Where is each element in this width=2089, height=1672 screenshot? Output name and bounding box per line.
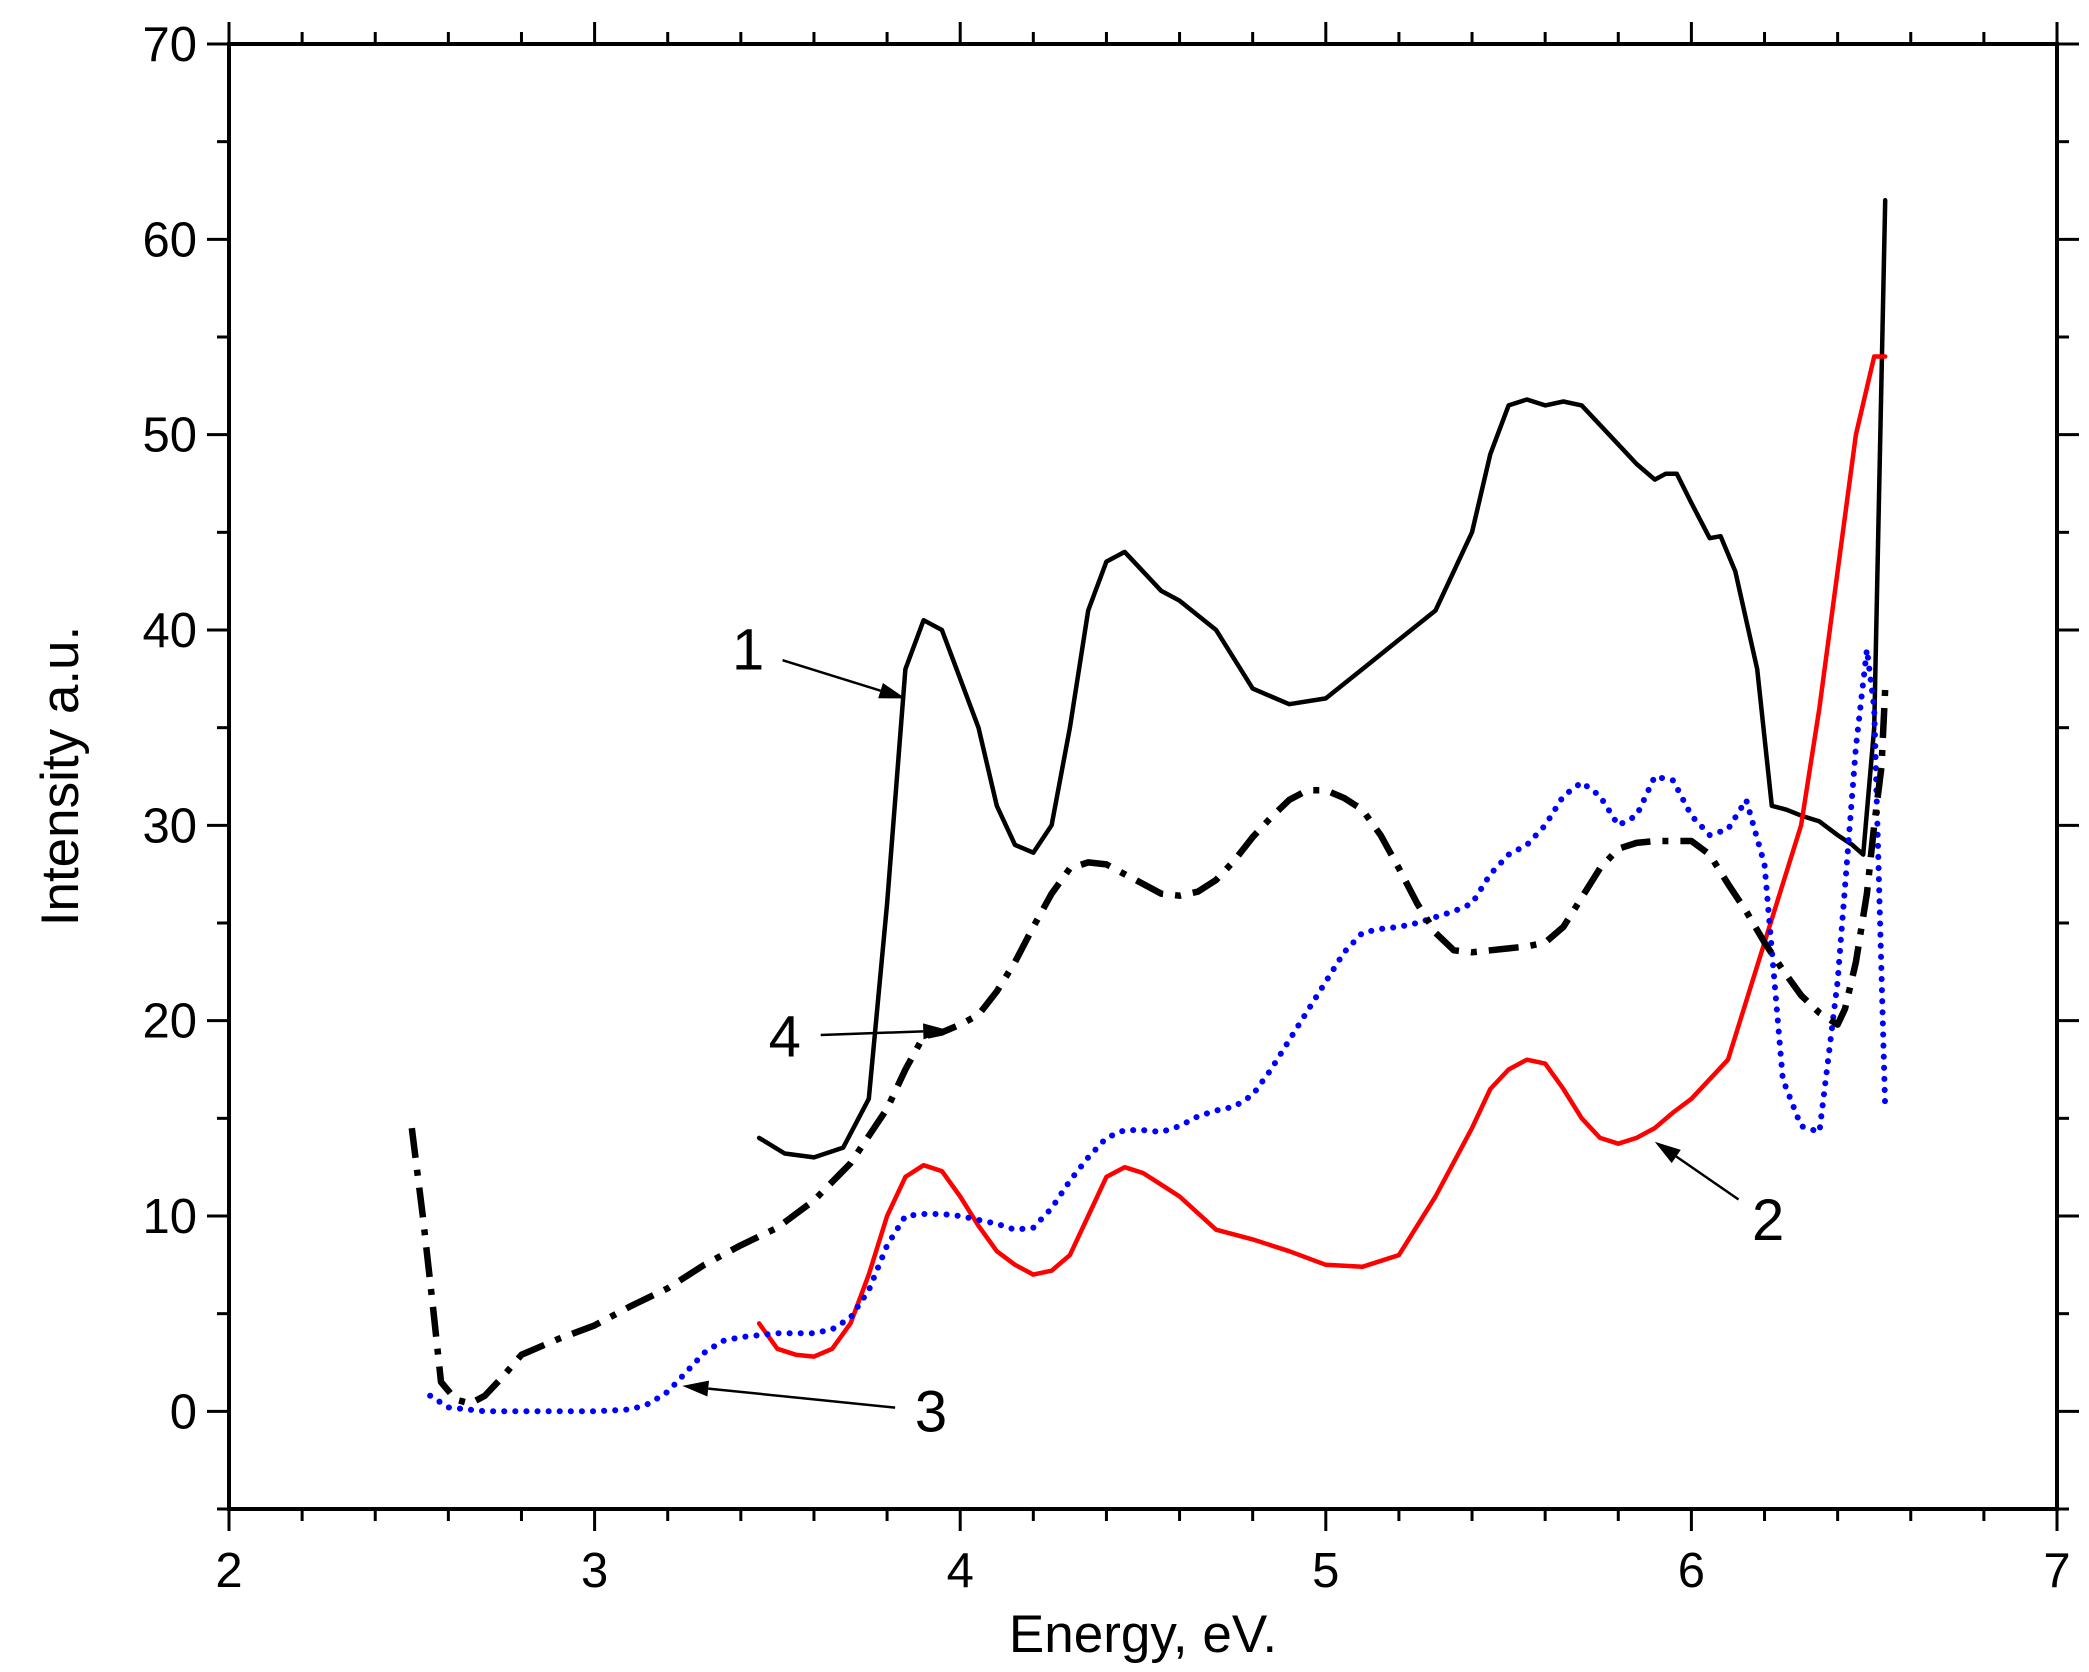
y-tick-label: 20 xyxy=(142,995,197,1049)
series-layer xyxy=(408,198,1889,1415)
y-tick-label: 40 xyxy=(142,604,197,658)
annotation-arrowhead-4 xyxy=(923,1023,950,1040)
annotation-arrow-1 xyxy=(782,659,881,692)
annotation-layer: 1 2 3 4 xyxy=(682,618,1784,1444)
curve-label-1: 1 xyxy=(732,618,764,683)
y-tick-label: 50 xyxy=(142,409,197,463)
y-tick-label: 0 xyxy=(170,1385,197,1439)
annotation-arrow-4 xyxy=(820,1030,924,1037)
x-tick-label: 6 xyxy=(1678,1544,1705,1598)
curve-label-3: 3 xyxy=(915,1379,947,1444)
series-4-line xyxy=(408,688,1889,1407)
series-3-line xyxy=(427,646,1889,1415)
series-1-line xyxy=(756,198,1888,1160)
x-tick-label: 5 xyxy=(1312,1544,1339,1598)
x-tick-label: 7 xyxy=(2043,1544,2070,1598)
x-tick-label: 3 xyxy=(581,1544,608,1598)
curve-label-4: 4 xyxy=(769,1004,801,1069)
x-tick-label: 4 xyxy=(947,1544,974,1598)
annotation-arrow-3 xyxy=(708,1387,896,1409)
annotation-arrowhead-2 xyxy=(1654,1141,1681,1164)
annotation-arrow-2 xyxy=(1675,1155,1740,1201)
x-axis-title: Energy, eV. xyxy=(1009,1605,1277,1664)
annotation-arrowhead-3 xyxy=(682,1380,709,1397)
annotation-arrowhead-1 xyxy=(878,683,906,699)
series-2-line xyxy=(756,354,1888,1359)
y-axis-title: Intensity a.u. xyxy=(31,626,90,927)
y-tick-label: 10 xyxy=(142,1190,197,1244)
plot-frame xyxy=(227,42,2059,1511)
x-tick-label: 2 xyxy=(215,1544,242,1598)
curve-label-2: 2 xyxy=(1752,1188,1784,1253)
y-tick-label: 30 xyxy=(142,799,197,853)
y-tick-label: 60 xyxy=(142,213,197,267)
y-tick-label: 70 xyxy=(142,18,197,72)
